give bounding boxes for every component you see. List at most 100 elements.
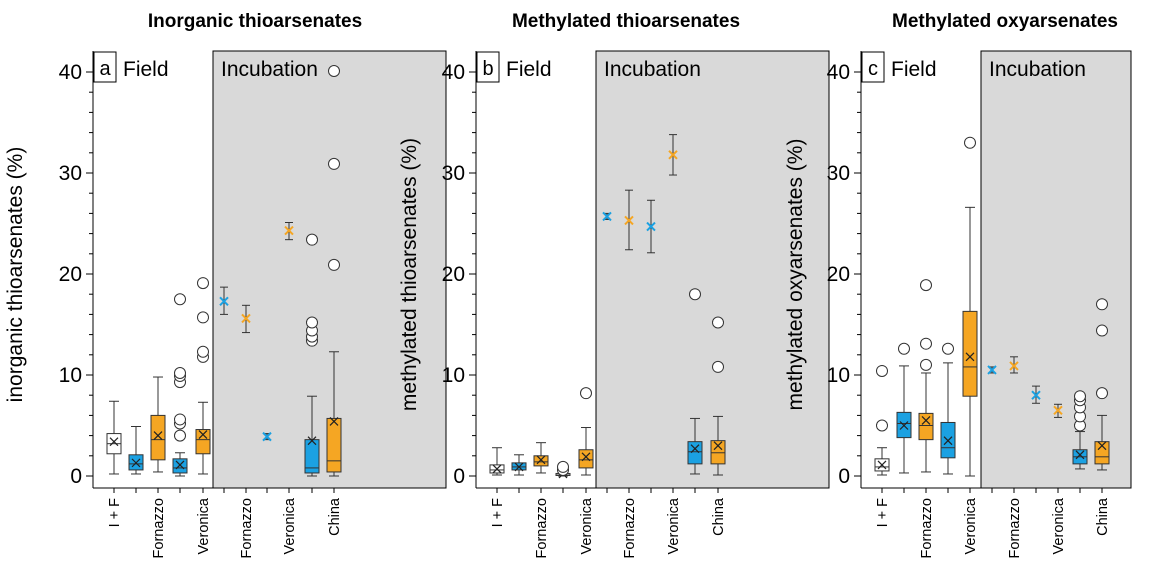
mean-marker (307, 436, 317, 446)
outlier-point (1096, 324, 1108, 337)
x-tick-label: China (327, 497, 343, 536)
mean-marker (1097, 441, 1107, 451)
group-6 (241, 304, 251, 334)
box (578, 449, 594, 469)
group-0 (106, 400, 122, 475)
panel-letter: a (99, 58, 111, 80)
outlier-point (174, 429, 186, 442)
mean-marker (965, 352, 975, 362)
mean-marker (262, 431, 272, 442)
panel-c: Methylated oxyarsenates 0 10 20 30 40 methylat… (784, 11, 1132, 558)
mean-marker (329, 417, 339, 426)
outlier-point (920, 279, 932, 292)
box (710, 440, 726, 465)
group-3 (940, 342, 956, 475)
group-3 (172, 293, 188, 477)
outlier-point (306, 316, 318, 329)
outlier-point (876, 419, 888, 432)
mean-marker (219, 296, 229, 306)
mean-marker (153, 431, 163, 441)
mean-marker (492, 464, 502, 474)
box (687, 441, 703, 465)
outlier-point (920, 358, 932, 371)
y-tick-label: 40 (442, 61, 465, 84)
y-tick-label: 20 (442, 263, 465, 286)
y-tick-label: 40 (59, 61, 82, 84)
mean-marker (921, 416, 931, 425)
group-10 (1094, 298, 1110, 471)
x-tick-label: Veronica (196, 497, 212, 554)
group-4 (578, 387, 594, 476)
x-tick-label: Veronica (1051, 497, 1067, 554)
mean-marker (646, 221, 656, 232)
mean-marker (536, 455, 546, 465)
mean-marker (668, 150, 678, 160)
outlier-point (712, 316, 724, 329)
outlier-point (712, 360, 724, 373)
mean-marker (109, 437, 119, 447)
outlier-point (197, 277, 209, 290)
group-8 (1053, 403, 1063, 418)
group-7 (646, 199, 656, 254)
x-tick-label: China (1095, 497, 1111, 536)
group-3 (555, 460, 571, 479)
panel-title: Methylated oxyarsenates (892, 11, 1118, 32)
mean-marker (624, 215, 634, 226)
mean-marker (877, 460, 887, 470)
outlier-point (306, 233, 318, 246)
y-tick-label: 30 (827, 162, 850, 185)
y-axis-label: methylated thioarsenates (%) (398, 138, 421, 411)
group-6 (1009, 356, 1019, 374)
box (1094, 441, 1110, 465)
group-2 (533, 442, 549, 474)
mean-marker (1075, 450, 1085, 460)
y-tick-label: 20 (59, 263, 82, 286)
box (195, 429, 211, 455)
box (533, 455, 549, 467)
mean-marker (514, 462, 524, 472)
group-5 (219, 286, 229, 315)
x-tick-label: Fornazzo (919, 498, 935, 558)
y-tick-label: 10 (827, 364, 850, 387)
group-9 (687, 288, 703, 475)
mean-marker (1009, 361, 1019, 371)
section-label-incubation: Incubation (604, 58, 701, 81)
group-9 (304, 233, 320, 477)
incubation-region (595, 50, 830, 489)
group-7 (262, 431, 272, 442)
group-10 (326, 64, 342, 477)
group-0 (874, 364, 890, 476)
section-label-incubation: Incubation (221, 58, 318, 81)
outlier-point (174, 366, 186, 379)
x-tick-label: Fornazzo (534, 498, 550, 558)
panel-letter: c (868, 58, 878, 80)
incubation-region (980, 50, 1132, 489)
x-tick-label: Veronica (666, 497, 682, 554)
group-5 (987, 365, 997, 375)
mean-marker (1031, 390, 1041, 400)
group-1 (128, 426, 144, 475)
box (918, 412, 934, 441)
group-2 (918, 279, 934, 473)
panel-title: Methylated thioarsenates (512, 11, 740, 32)
panel-title: Inorganic thioarsenates (148, 11, 362, 32)
mean-marker (1053, 405, 1063, 416)
box (326, 417, 342, 473)
outlier-point (964, 136, 976, 149)
section-label-incubation: Incubation (989, 58, 1086, 81)
group-8 (284, 221, 294, 241)
outlier-point (898, 342, 910, 355)
y-tick-label: 0 (453, 465, 465, 488)
x-tick-label: Fornazzo (151, 498, 167, 558)
mean-marker (899, 421, 909, 430)
section-label-field: Field (891, 58, 937, 81)
outlier-point (1074, 390, 1086, 403)
mean-marker (602, 211, 612, 222)
section-label-field: Field (506, 58, 552, 81)
outlier-point (1096, 298, 1108, 311)
outlier-point (174, 413, 186, 426)
group-1 (511, 454, 527, 476)
outlier-point (328, 64, 340, 77)
box (150, 414, 166, 461)
